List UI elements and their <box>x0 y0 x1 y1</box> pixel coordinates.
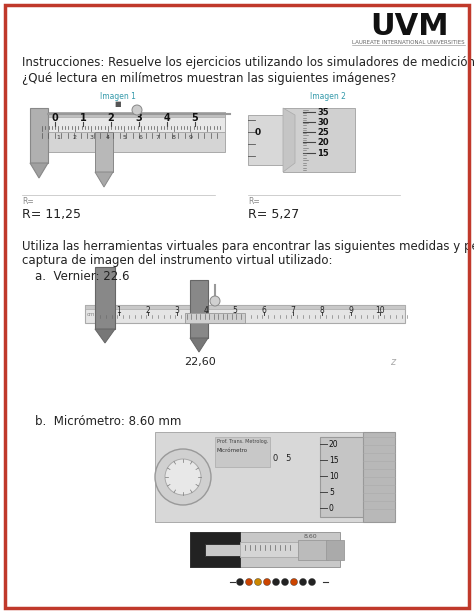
Text: R= 5,27: R= 5,27 <box>248 208 299 221</box>
Bar <box>298 540 328 560</box>
Bar <box>85 305 405 323</box>
Polygon shape <box>283 108 295 172</box>
Text: Utiliza las herramientas virtuales para encontrar las siguientes medidas y pega : Utiliza las herramientas virtuales para … <box>22 240 474 253</box>
Text: LAUREATE INTERNATIONAL UNIVERSITIES: LAUREATE INTERNATIONAL UNIVERSITIES <box>352 40 465 45</box>
Text: captura de imagen del instrumento virtual utilizado:: captura de imagen del instrumento virtua… <box>22 254 332 267</box>
Text: cm: cm <box>87 312 95 317</box>
Text: 7: 7 <box>291 306 295 315</box>
Text: 22,60: 22,60 <box>184 357 216 367</box>
Text: 10: 10 <box>329 472 338 481</box>
Text: 0   5: 0 5 <box>273 454 292 463</box>
Circle shape <box>282 579 289 585</box>
Text: 5: 5 <box>329 488 334 497</box>
Text: 9: 9 <box>189 135 192 140</box>
Polygon shape <box>95 172 113 187</box>
Text: 10: 10 <box>375 306 385 315</box>
Text: 2: 2 <box>73 135 77 140</box>
Text: 3: 3 <box>174 306 180 315</box>
Text: R=: R= <box>22 197 34 206</box>
Bar <box>248 115 283 165</box>
Text: 8: 8 <box>319 306 324 315</box>
Polygon shape <box>190 532 240 567</box>
Polygon shape <box>95 329 115 343</box>
Bar <box>240 542 300 557</box>
Bar <box>190 280 208 338</box>
Text: ■: ■ <box>115 101 121 107</box>
Polygon shape <box>283 108 355 172</box>
Bar <box>215 437 270 467</box>
Circle shape <box>155 449 211 505</box>
Text: 0: 0 <box>329 504 334 513</box>
Bar <box>40 112 225 132</box>
Circle shape <box>132 105 142 115</box>
Text: 0: 0 <box>255 128 261 137</box>
Text: b.  Micrómetro: 8.60 mm: b. Micrómetro: 8.60 mm <box>35 415 182 428</box>
Text: 4: 4 <box>203 306 209 315</box>
Bar <box>155 432 365 522</box>
Bar <box>95 132 113 172</box>
Text: 3: 3 <box>136 113 142 123</box>
Bar <box>320 437 365 517</box>
Text: R= 11,25: R= 11,25 <box>22 208 81 221</box>
Text: 1: 1 <box>80 113 86 123</box>
Text: 6: 6 <box>139 135 143 140</box>
Bar <box>95 267 115 329</box>
Text: Micrómetro: Micrómetro <box>217 448 248 453</box>
Text: 20: 20 <box>329 440 338 449</box>
Bar <box>185 313 245 323</box>
Text: 8: 8 <box>172 135 176 140</box>
Bar <box>326 540 344 560</box>
Polygon shape <box>190 338 208 352</box>
Text: 15: 15 <box>329 456 338 465</box>
Circle shape <box>309 579 316 585</box>
Bar <box>40 112 225 117</box>
Text: R=: R= <box>248 197 260 206</box>
Circle shape <box>255 579 262 585</box>
Text: 6: 6 <box>262 306 266 315</box>
Polygon shape <box>30 163 48 178</box>
Text: Imagen 2: Imagen 2 <box>310 92 346 101</box>
Text: 1: 1 <box>117 306 121 315</box>
Circle shape <box>246 579 253 585</box>
Bar <box>40 132 225 152</box>
Text: 25: 25 <box>317 128 329 137</box>
Text: 4: 4 <box>106 135 110 140</box>
Text: 4: 4 <box>164 113 170 123</box>
Bar <box>190 532 340 567</box>
Bar <box>363 432 395 522</box>
Text: 9: 9 <box>348 306 354 315</box>
Text: 2: 2 <box>146 306 150 315</box>
Circle shape <box>273 579 280 585</box>
Text: Prof. Trans. Metrolog.: Prof. Trans. Metrolog. <box>217 439 268 444</box>
Text: 15: 15 <box>317 149 329 158</box>
Text: UVM: UVM <box>370 12 448 41</box>
Text: 30: 30 <box>317 118 328 127</box>
Text: 5: 5 <box>233 306 237 315</box>
Circle shape <box>291 579 298 585</box>
Circle shape <box>165 459 201 495</box>
Circle shape <box>237 579 244 585</box>
Text: a.  Vernier: 22.6: a. Vernier: 22.6 <box>35 270 129 283</box>
Text: 35: 35 <box>317 108 328 117</box>
Text: z: z <box>390 357 395 367</box>
Text: ¿Qué lectura en milímetros muestran las siguientes imágenes?: ¿Qué lectura en milímetros muestran las … <box>22 72 396 85</box>
Text: 8.60: 8.60 <box>303 534 317 539</box>
Text: 2: 2 <box>108 113 114 123</box>
Text: 0: 0 <box>52 113 58 123</box>
Bar <box>30 108 48 163</box>
Text: 3: 3 <box>90 135 93 140</box>
Circle shape <box>210 296 220 306</box>
Text: Instrucciones: Resuelve los ejercicios utilizando los simuladores de medición: Instrucciones: Resuelve los ejercicios u… <box>22 56 474 69</box>
Bar <box>85 305 405 309</box>
Text: 7: 7 <box>155 135 159 140</box>
Circle shape <box>264 579 271 585</box>
Text: 1: 1 <box>56 135 61 140</box>
Circle shape <box>300 579 307 585</box>
Text: 5: 5 <box>123 135 127 140</box>
Text: Imagen 1: Imagen 1 <box>100 92 136 101</box>
Text: 5: 5 <box>191 113 199 123</box>
Text: 20: 20 <box>317 138 328 147</box>
